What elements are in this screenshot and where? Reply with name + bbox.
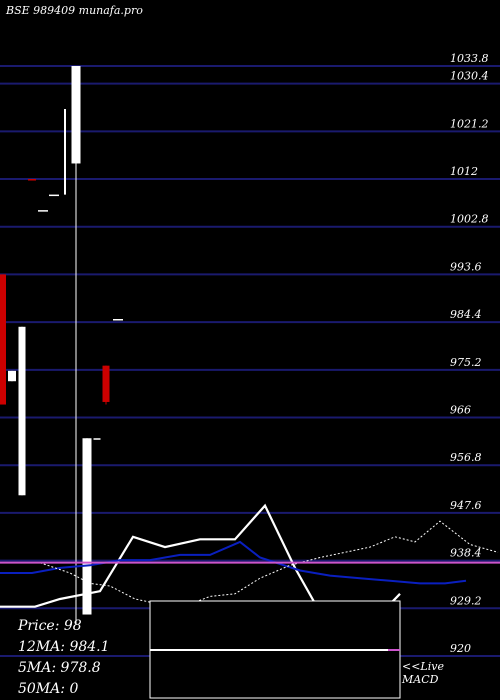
- chart-title: BSE 989409 munafa.pro: [6, 4, 143, 17]
- y-tick-label: 1012: [450, 165, 478, 178]
- candle-body: [82, 438, 92, 615]
- y-tick-label: 956.8: [450, 451, 482, 464]
- info-value: 978.8: [60, 660, 101, 676]
- ma-line-dotted: [39, 520, 499, 605]
- candle-body: [93, 438, 101, 440]
- macd-line1: <<Live: [402, 660, 444, 673]
- candle-body: [71, 66, 81, 164]
- y-tick-label: 1030.4: [450, 70, 489, 83]
- candle-body: [38, 210, 48, 212]
- y-tick-label: 993.6: [450, 260, 482, 273]
- info-value: 0: [69, 681, 79, 697]
- info-label: 12MA: [18, 639, 61, 655]
- info-sep: :: [51, 660, 61, 676]
- info-5ma: 5MA: 978.8: [18, 658, 110, 679]
- info-price: Price: 98: [18, 616, 110, 637]
- candle-body: [49, 194, 59, 197]
- y-tick-label: 947.6: [450, 499, 482, 512]
- y-tick-label: 938.4: [450, 547, 482, 560]
- info-sep: :: [60, 681, 70, 697]
- macd-panel: [149, 600, 401, 699]
- y-tick-label: 920: [450, 642, 471, 655]
- info-label: Price: [18, 618, 55, 634]
- candle-body: [0, 274, 6, 405]
- y-tick-label: 929.2: [450, 594, 482, 607]
- info-12ma: 12MA: 984.1: [18, 637, 110, 658]
- info-sep: :: [60, 639, 70, 655]
- y-tick-label: 975.2: [450, 356, 482, 369]
- candle-body: [113, 319, 123, 321]
- macd-line2: MACD: [402, 673, 439, 686]
- candle-body: [8, 370, 16, 382]
- macd-link[interactable]: <<Live MACD: [402, 660, 444, 686]
- info-panel: Price: 98 12MA: 984.1 5MA: 978.8 50MA: 0: [18, 616, 110, 700]
- y-axis-labels: 1033.8 1030.4 1021.2 1012 1002.8 993.6 984.4 97…: [450, 52, 489, 655]
- info-value: 984.1: [69, 639, 110, 655]
- y-tick-label: 1021.2: [450, 117, 489, 130]
- y-tick-label: 966: [450, 404, 471, 417]
- candle-body: [28, 179, 36, 181]
- info-label: 50MA: [18, 681, 61, 697]
- y-tick-label: 1033.8: [450, 52, 489, 65]
- candle-body: [18, 326, 26, 496]
- candles: [0, 66, 123, 625]
- info-sep: :: [54, 618, 64, 634]
- candle-body: [64, 109, 66, 195]
- info-50ma: 50MA: 0: [18, 679, 110, 700]
- ma-line-blue: [0, 540, 467, 585]
- y-tick-label: 1002.8: [450, 213, 489, 226]
- y-tick-label: 984.4: [450, 308, 482, 321]
- info-label: 5MA: [18, 660, 52, 676]
- candle-body: [102, 365, 110, 402]
- info-value: 98: [63, 618, 82, 634]
